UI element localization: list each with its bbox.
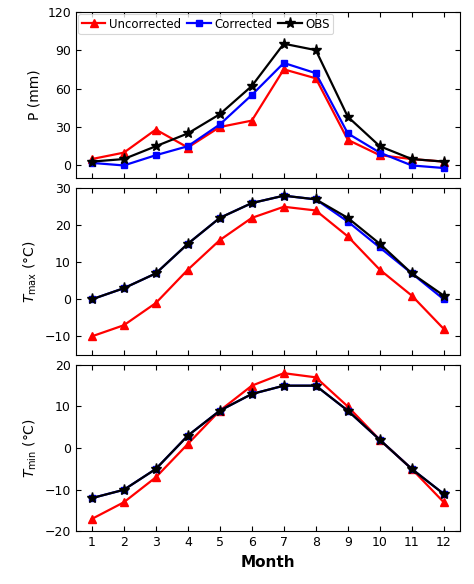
Corrected [409,162,415,169]
Uncorrected [281,66,287,73]
Corrected [153,152,159,159]
Corrected [185,142,191,150]
OBS [409,155,415,162]
Uncorrected [377,152,383,159]
OBS [249,82,255,89]
Corrected [377,149,383,156]
Line: Uncorrected: Uncorrected [88,65,447,165]
Corrected [217,121,223,128]
Corrected [249,92,255,99]
Corrected [441,165,447,172]
Line: OBS: OBS [86,38,449,167]
Uncorrected [121,149,127,156]
Uncorrected [249,117,255,124]
Uncorrected [153,126,159,133]
Y-axis label: $T_\mathrm{max}$ (°C): $T_\mathrm{max}$ (°C) [22,240,39,303]
Uncorrected [185,144,191,151]
OBS [281,40,287,47]
OBS [121,155,127,162]
OBS [217,111,223,118]
OBS [377,142,383,150]
Uncorrected [345,136,351,143]
Uncorrected [409,155,415,162]
OBS [153,142,159,150]
Y-axis label: $T_\mathrm{min}$ (°C): $T_\mathrm{min}$ (°C) [22,418,39,478]
Corrected [281,60,287,67]
Uncorrected [441,158,447,165]
Corrected [313,69,319,77]
Corrected [89,159,95,166]
OBS [441,158,447,165]
Corrected [345,130,351,137]
Corrected [121,162,127,169]
OBS [313,47,319,54]
Uncorrected [217,123,223,130]
Uncorrected [313,75,319,82]
Legend: Uncorrected, Corrected, OBS: Uncorrected, Corrected, OBS [78,14,333,34]
OBS [345,113,351,120]
Uncorrected [89,155,95,162]
Y-axis label: P (mm): P (mm) [27,69,42,120]
OBS [185,130,191,137]
Line: Corrected: Corrected [88,60,447,172]
X-axis label: Month: Month [240,555,295,570]
OBS [89,158,95,165]
